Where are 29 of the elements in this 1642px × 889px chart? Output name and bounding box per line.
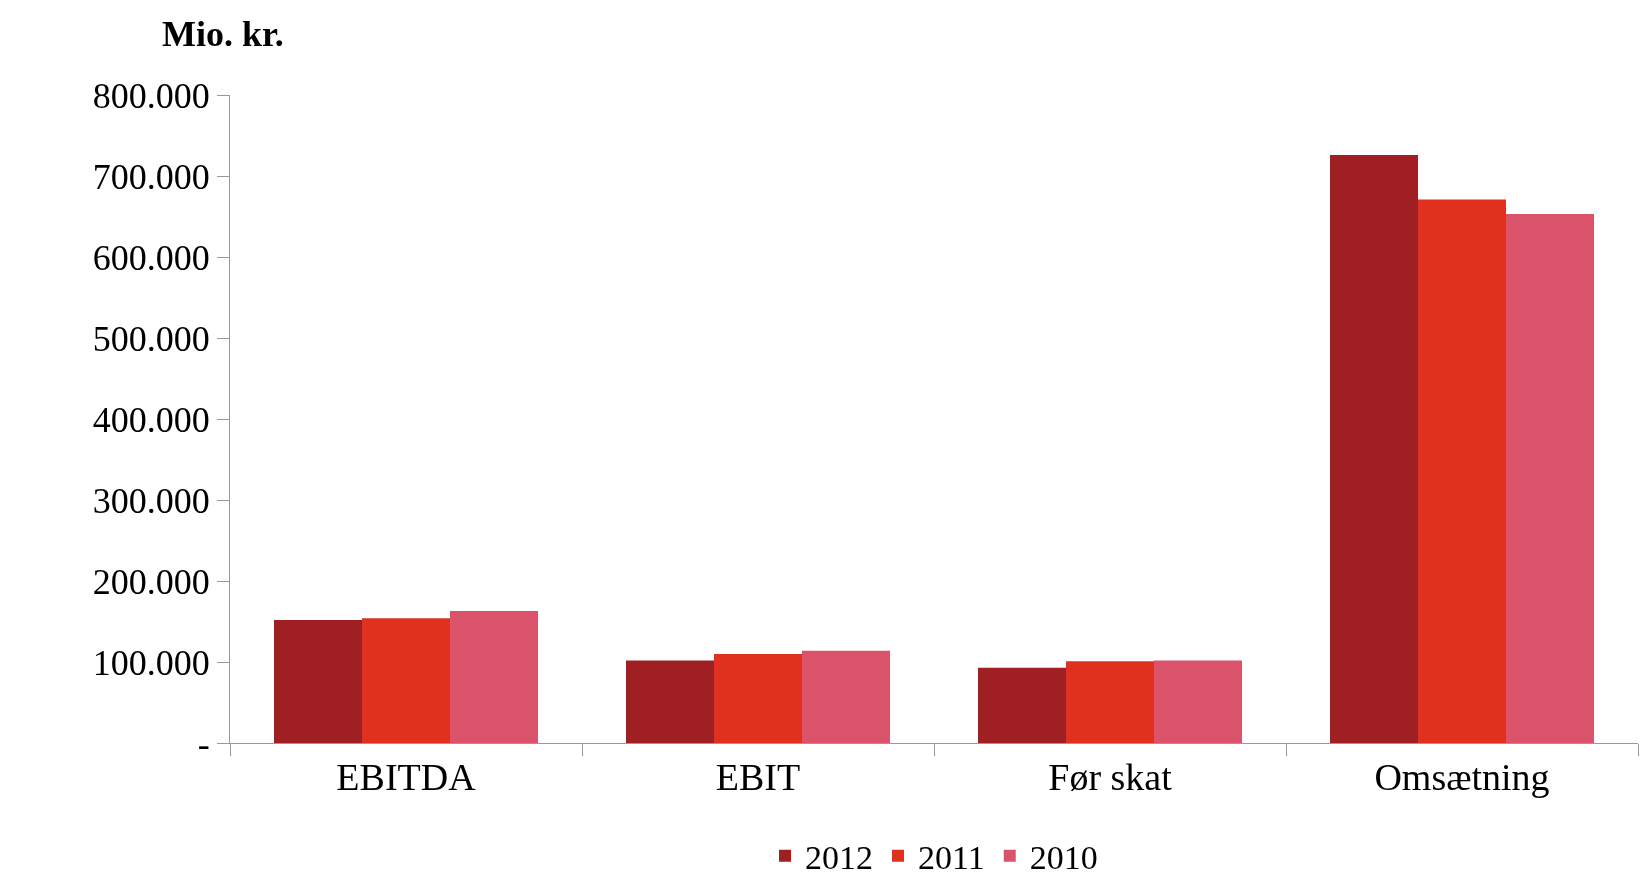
x-tick-label: EBITDA: [336, 755, 477, 798]
y-tick-label: 200.000: [92, 561, 210, 602]
legend-label: 2012: [805, 839, 873, 877]
y-tick-label: 400.000: [92, 399, 210, 440]
y-tick-label: -: [197, 723, 210, 764]
y-tick-label: 700.000: [92, 156, 210, 197]
bar: [626, 660, 714, 743]
y-tick-label: 500.000: [92, 318, 210, 359]
bar: [978, 667, 1066, 743]
y-tick-label: 600.000: [92, 237, 210, 278]
bar: [450, 610, 538, 743]
y-tick-label: 100.000: [92, 642, 210, 683]
bar: [802, 650, 890, 743]
bar: [362, 618, 450, 743]
y-tick-label: 300.000: [92, 480, 210, 521]
bar: [274, 619, 362, 743]
bar: [714, 653, 802, 743]
legend-label: 2011: [918, 839, 985, 877]
legend-label: 2010: [1029, 839, 1098, 877]
bar: [1418, 199, 1506, 743]
x-tick-label: EBIT: [715, 755, 801, 798]
bar: [1506, 214, 1594, 743]
bar: [1330, 154, 1418, 743]
y-tick-label: 800.000: [92, 75, 210, 116]
x-tick-label: Før skat: [1048, 755, 1173, 798]
bar: [1154, 660, 1242, 743]
x-tick-label: Omsætning: [1374, 755, 1550, 798]
y-axis-title: Mio. kr.: [162, 14, 284, 54]
bar: [1066, 661, 1154, 743]
